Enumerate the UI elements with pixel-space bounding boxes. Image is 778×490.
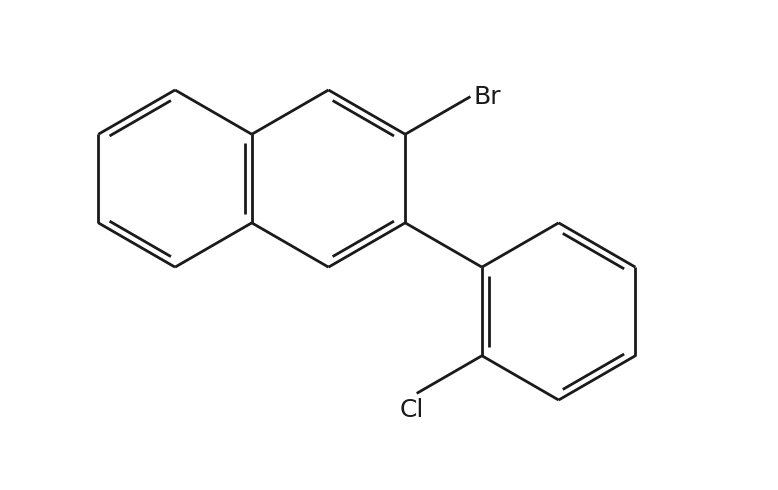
Text: Br: Br xyxy=(474,85,502,109)
Text: Cl: Cl xyxy=(400,398,425,422)
